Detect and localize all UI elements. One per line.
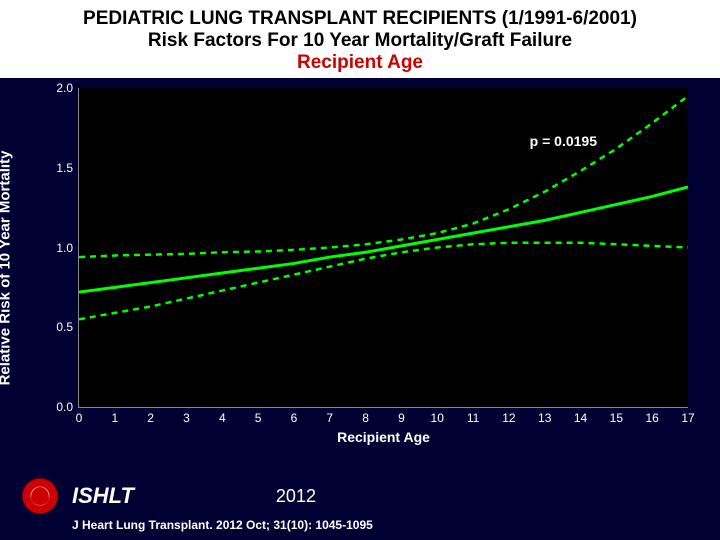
x-tick: 9 xyxy=(398,407,405,425)
x-tick: 15 xyxy=(610,407,623,425)
y-tick: 0.5 xyxy=(56,320,79,334)
x-tick: 8 xyxy=(362,407,369,425)
x-tick: 4 xyxy=(219,407,226,425)
series-ci-upper xyxy=(79,96,688,257)
p-value-annotation: p = 0.0195 xyxy=(530,133,597,149)
x-tick: 5 xyxy=(255,407,262,425)
x-axis-label: Recipient Age xyxy=(337,429,430,445)
x-tick: 1 xyxy=(111,407,118,425)
y-tick: 1.0 xyxy=(56,241,79,255)
x-tick: 13 xyxy=(538,407,551,425)
y-axis-label: Relative Risk of 10 Year Mortality xyxy=(0,151,14,386)
org-label: ISHLT xyxy=(72,483,134,509)
citation-text: J Heart Lung Transplant. 2012 Oct; 31(10… xyxy=(72,518,700,532)
footer: ISHLT 2012 J Heart Lung Transplant. 2012… xyxy=(0,476,720,532)
x-tick: 0 xyxy=(76,407,83,425)
y-tick: 2.0 xyxy=(56,81,79,95)
title-line-2: Risk Factors For 10 Year Mortality/Graft… xyxy=(10,30,710,52)
x-tick: 7 xyxy=(326,407,333,425)
x-tick: 17 xyxy=(681,407,694,425)
x-tick: 10 xyxy=(431,407,444,425)
year-label: 2012 xyxy=(276,486,316,507)
chart-container: Relative Risk of 10 Year Mortality p = 0… xyxy=(10,78,710,458)
ishlt-logo-icon xyxy=(20,476,60,516)
x-tick: 12 xyxy=(502,407,515,425)
x-tick: 6 xyxy=(291,407,298,425)
y-tick: 1.5 xyxy=(56,161,79,175)
x-tick: 14 xyxy=(574,407,587,425)
series-point-estimate xyxy=(79,187,688,292)
title-line-1: PEDIATRIC LUNG TRANSPLANT RECIPIENTS (1/… xyxy=(10,8,710,30)
x-tick: 11 xyxy=(467,407,479,425)
footer-row: ISHLT 2012 xyxy=(20,476,700,516)
plot-area: p = 0.0195 Recipient Age 0.00.51.01.52.0… xyxy=(78,88,688,408)
x-tick: 2 xyxy=(147,407,154,425)
x-tick: 16 xyxy=(645,407,658,425)
title-block: PEDIATRIC LUNG TRANSPLANT RECIPIENTS (1/… xyxy=(0,0,720,78)
x-tick: 3 xyxy=(183,407,190,425)
title-line-3: Recipient Age xyxy=(10,52,710,74)
